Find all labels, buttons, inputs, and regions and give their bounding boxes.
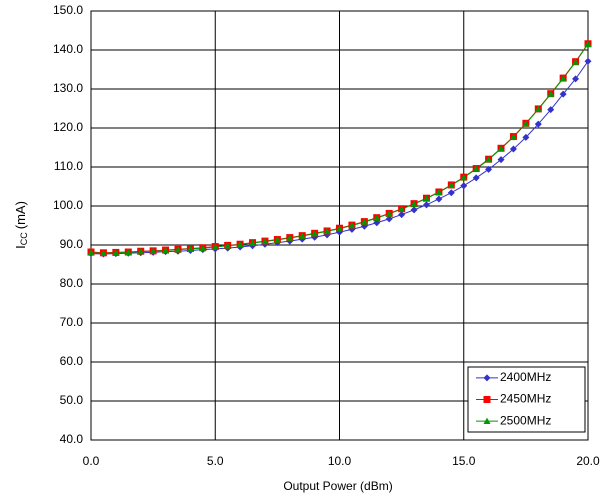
marker	[385, 215, 393, 223]
marker	[522, 120, 530, 127]
marker	[559, 74, 567, 82]
marker	[112, 249, 120, 256]
marker	[485, 156, 493, 163]
marker	[149, 247, 157, 255]
y-tick-label: 60.0	[60, 354, 84, 368]
marker	[485, 165, 493, 173]
y-tick-label: 90.0	[60, 237, 84, 251]
y-axis-label-unit: (mA)	[13, 201, 28, 229]
legend-label: 2400MHz	[500, 370, 551, 384]
marker	[261, 237, 269, 245]
marker	[584, 57, 592, 65]
marker	[236, 241, 244, 248]
marker	[162, 246, 170, 254]
x-tick-label: 10.0	[328, 454, 352, 468]
legend-label: 2500MHz	[500, 413, 551, 427]
marker	[572, 58, 580, 65]
y-tick-label: 120.0	[53, 120, 83, 134]
marker	[509, 133, 517, 140]
marker	[559, 90, 567, 98]
marker	[547, 90, 555, 97]
x-axis-label: Output Power (dBm)	[283, 479, 392, 493]
marker	[584, 40, 592, 47]
marker	[336, 225, 343, 232]
marker	[472, 174, 480, 182]
marker	[373, 214, 381, 221]
marker	[273, 236, 281, 243]
x-tick-label: 20.0	[576, 454, 600, 468]
marker	[174, 246, 182, 253]
y-axis-label: ICC (mA)	[13, 201, 29, 249]
marker	[447, 181, 455, 189]
x-tick-label: 15.0	[452, 454, 476, 468]
legend-marker	[483, 417, 491, 424]
marker	[211, 243, 219, 250]
legend-label: 2450MHz	[500, 392, 551, 406]
x-tick-label: 0.0	[83, 454, 100, 468]
marker	[298, 232, 306, 239]
marker	[534, 105, 542, 113]
y-tick-label: 110.0	[54, 159, 83, 173]
marker	[224, 242, 232, 249]
marker	[398, 205, 406, 212]
y-tick-label: 100.0	[53, 198, 83, 212]
y-tick-label: 70.0	[60, 315, 84, 329]
y-tick-label: 50.0	[60, 393, 84, 407]
marker	[497, 145, 505, 152]
plot-frame	[90, 10, 589, 441]
marker	[447, 189, 455, 197]
marker	[398, 211, 406, 219]
y-tick-label: 150.0	[53, 3, 83, 17]
marker	[572, 75, 580, 83]
marker	[385, 210, 393, 217]
y-axis-label-main: I	[13, 245, 28, 249]
x-tick-label: 5.0	[207, 454, 224, 468]
y-tick-label: 40.0	[60, 432, 84, 446]
marker	[422, 195, 430, 202]
legend: 2400MHz 2450MHz 2500MHz	[467, 366, 586, 433]
marker	[509, 145, 517, 153]
y-axis-label-sub: CC	[19, 232, 29, 245]
marker	[460, 174, 468, 181]
marker	[522, 133, 530, 141]
legend-marker	[483, 374, 491, 382]
marker	[497, 156, 505, 164]
y-tick-label: 80.0	[60, 276, 84, 290]
marker	[547, 106, 555, 114]
marker	[410, 206, 418, 214]
marker	[460, 182, 468, 190]
marker	[348, 222, 356, 229]
marker	[286, 234, 294, 241]
marker	[186, 245, 194, 252]
y-tick-label: 140.0	[53, 42, 83, 56]
marker	[534, 120, 542, 128]
marker	[124, 248, 132, 256]
marker	[410, 200, 418, 207]
marker	[360, 218, 368, 225]
marker	[87, 249, 95, 256]
marker	[472, 165, 480, 172]
marker	[137, 248, 145, 255]
marker	[422, 201, 430, 209]
marker	[323, 227, 331, 235]
marker	[311, 230, 319, 237]
marker	[99, 249, 107, 256]
y-tick-label: 130.0	[53, 81, 83, 95]
marker	[199, 244, 207, 251]
marker	[435, 188, 443, 196]
legend-marker	[483, 396, 491, 403]
marker	[435, 195, 443, 203]
marker	[249, 239, 257, 246]
